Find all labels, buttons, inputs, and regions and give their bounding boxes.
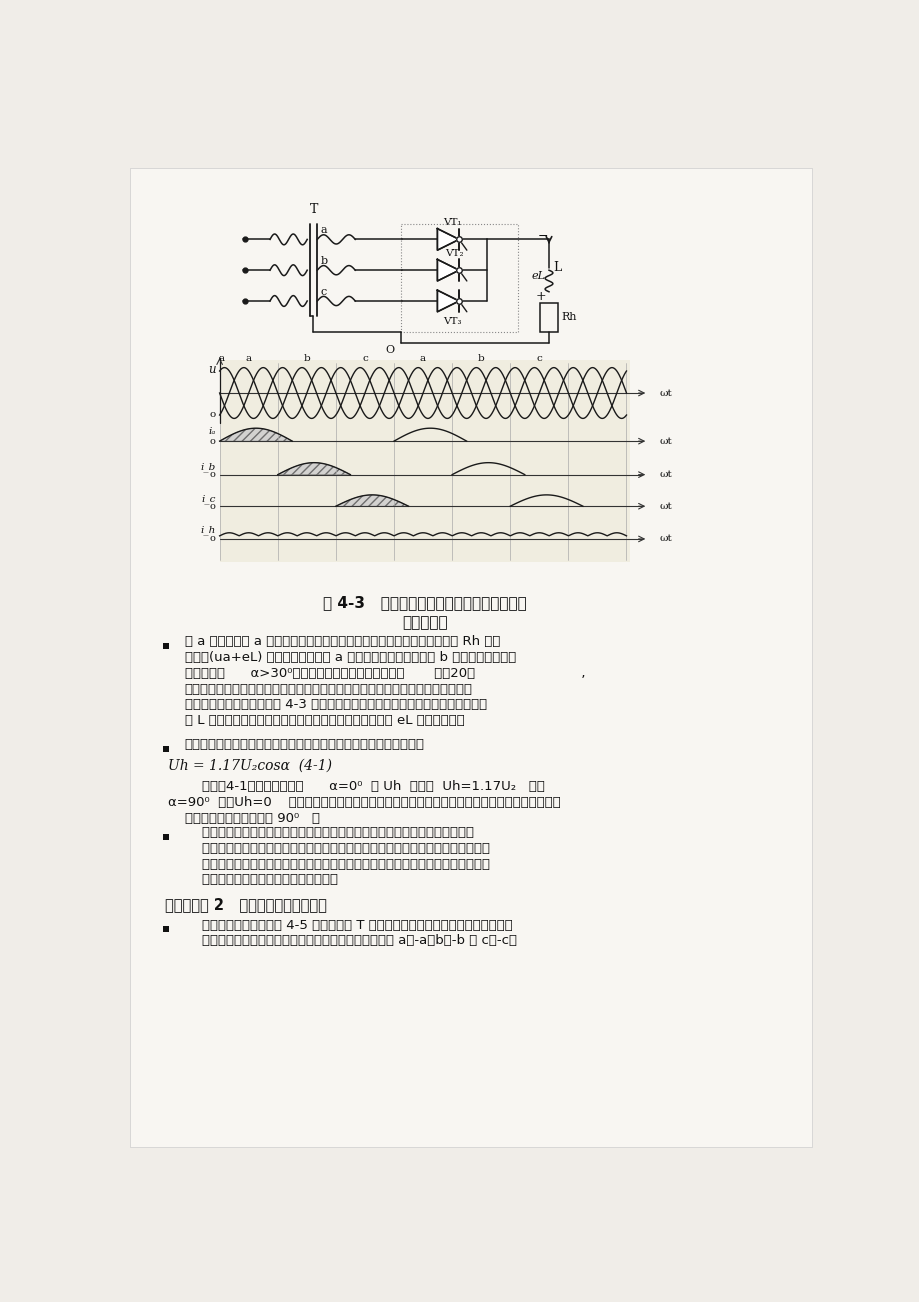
Polygon shape [335, 495, 408, 506]
Polygon shape [437, 229, 459, 250]
Text: VT₁: VT₁ [442, 217, 461, 227]
Text: o: o [210, 534, 216, 543]
Text: 由式（4-1）可以看出，当      α=0⁰  时 Uh  最大，  Uh=1.17U₂   。当: 由式（4-1）可以看出，当 α=0⁰ 时 Uh 最大， Uh=1.17U₂ 。当 [167, 780, 544, 793]
Text: 电压为(ua+eL) 仍可以为正，因此 a 相晶闸管继续导通。直至 b 相晶闸管触发导通: 电压为(ua+eL) 仍可以为正，因此 a 相晶闸管继续导通。直至 b 相晶闸管… [185, 651, 516, 664]
Text: a: a [320, 225, 326, 236]
Polygon shape [278, 462, 350, 475]
Text: a: a [245, 354, 252, 362]
Text: ωt: ωt [658, 436, 671, 445]
FancyBboxPatch shape [130, 168, 811, 1147]
Text: i_b: i_b [200, 462, 216, 471]
Text: b: b [477, 354, 484, 362]
Text: VT₂: VT₂ [445, 249, 463, 258]
Text: L: L [552, 262, 561, 275]
Text: 路作为晶闸管式弧焊整流器的主电路。: 路作为晶闸管式弧焊整流器的主电路。 [185, 874, 337, 887]
Text: 三相半波可控整流电路中只用三只晶闸管和三个触发单元，因此线路简单、可: 三相半波可控整流电路中只用三只晶闸管和三个触发单元，因此线路简单、可 [185, 827, 473, 840]
Text: ωt: ωt [658, 501, 671, 510]
Text: ωt: ωt [658, 534, 671, 543]
Text: c: c [536, 354, 541, 362]
Text: ωt: ωt [658, 388, 671, 397]
Text: 要求触发电压移相范围为 90⁰   。: 要求触发电压移相范围为 90⁰ 。 [167, 811, 320, 824]
Text: 靠、经济、易于调试，其整流变压器为普通三相降压变压器，易于制造。但是，在: 靠、经济、易于调试，其整流变压器为普通三相降压变压器，易于制造。但是，在 [185, 842, 489, 855]
Text: 为止。即当      α>30⁰时，仍然能使各相的晶闸管导通       ，而20是                         ,: 为止。即当 α>30⁰时，仍然能使各相的晶闸管导通 ，而20是 , [185, 667, 584, 680]
Text: α=90⁰  时，Uh=0    。所以电阵电感性负载三相半波可控整流电路用于电弧焊中，从空载至短路，: α=90⁰ 时，Uh=0 。所以电阵电感性负载三相半波可控整流电路用于电弧焊中，… [167, 796, 560, 809]
Bar [163, 746, 169, 753]
Text: 能力知识点 2   六相半波可控整流电路: 能力知识点 2 六相半波可控整流电路 [165, 897, 327, 911]
Text: 路及其波形: 路及其波形 [402, 615, 448, 630]
Text: 图 4-3   电阵电感性负载三相半波可控整流电: 图 4-3 电阵电感性负载三相半波可控整流电 [323, 595, 527, 611]
Text: b: b [303, 354, 310, 362]
Bar [163, 833, 169, 840]
Text: o: o [210, 436, 216, 445]
Text: 在电流连续情况下，可以导出负载电压平均値与控制角的关系如下：: 在电流连续情况下，可以导出负载电压平均値与控制角的关系如下： [185, 738, 425, 751]
Text: 器 L 必须足够大，电流波形中的阴影部分是靠感应电动势 eL 维持导通的。: 器 L 必须足够大，电流波形中的阴影部分是靠感应电动势 eL 维持导通的。 [185, 713, 464, 727]
Text: 柱上绕有一相的一个一次绕组和两个二次绕组，分别为 a、-a，b、-b 及 c、-c。: 柱上绕有一相的一个一次绕组和两个二次绕组，分别为 a、-a，b、-b 及 c、-… [185, 935, 516, 948]
Text: +: + [536, 290, 546, 303]
Text: i_c: i_c [201, 495, 216, 504]
Bar [163, 643, 169, 648]
Text: 从而使整流电流是连续的。虽然此时整流电压的脉动很大，而且电压出现负値，但: 从而使整流电流是连续的。虽然此时整流电压的脉动很大，而且电压出现负値，但 [185, 682, 472, 695]
Text: b: b [320, 256, 327, 266]
Text: u: u [208, 362, 216, 375]
Text: a: a [218, 354, 224, 362]
Text: Rh: Rh [561, 312, 576, 322]
Text: c: c [362, 354, 368, 362]
Text: 整流电流的脉动减小，如图 4-3 所示的波形。当然这一结论的适用条件是输出电抗: 整流电流的脉动减小，如图 4-3 所示的波形。当然这一结论的适用条件是输出电抗 [185, 698, 486, 711]
Text: o: o [210, 501, 216, 510]
Text: o: o [210, 410, 216, 419]
Polygon shape [220, 428, 292, 441]
Text: c: c [320, 286, 326, 297]
Polygon shape [437, 259, 459, 281]
Bar [220, 361, 630, 562]
Text: o: o [210, 470, 216, 479]
Polygon shape [437, 290, 459, 311]
Text: VT₃: VT₃ [442, 316, 460, 326]
Text: i_h: i_h [200, 525, 216, 535]
Bar [539, 302, 557, 332]
Text: Uh = 1.17U₂cosα  (4-1): Uh = 1.17U₂cosα (4-1) [167, 759, 332, 773]
Text: 输出为低电压或小电流情况下，波形脉动比较明显。所以，目前很少用这种整流电: 输出为低电压或小电流情况下，波形脉动比较明显。所以，目前很少用这种整流电 [185, 858, 489, 871]
Text: 以 a 相为例，当 a 相电压瞬时値降到零甚至变为负値时，回路中加在负载 Rh 上的: 以 a 相为例，当 a 相电压瞬时値降到零甚至变为负値时，回路中加在负载 Rh … [185, 635, 500, 648]
Bar [163, 926, 169, 932]
Text: T: T [310, 203, 318, 216]
Text: ωt: ωt [658, 470, 671, 479]
Text: a: a [420, 354, 425, 362]
Text: 六相半波整流电路如图 4-5 所示。图中 T 为三相变压器，铁心有三个心柱，每一心: 六相半波整流电路如图 4-5 所示。图中 T 为三相变压器，铁心有三个心柱，每一… [185, 918, 512, 931]
Text: iₐ: iₐ [209, 427, 216, 436]
Text: −: − [537, 230, 548, 242]
Text: O: O [385, 345, 394, 355]
Text: eL: eL [530, 271, 545, 281]
